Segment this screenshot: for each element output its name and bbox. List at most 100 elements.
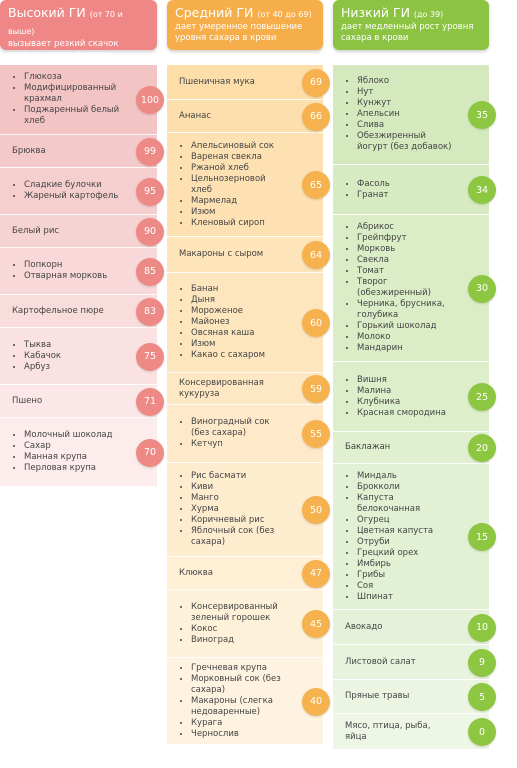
row-label: Макароны с сыром — [179, 249, 264, 259]
item: Молоко — [357, 332, 453, 343]
item: Мармелад — [191, 196, 287, 207]
item: Какао с сахаром — [191, 350, 265, 361]
item: Майонез — [191, 317, 265, 328]
item: Арбуз — [24, 362, 61, 373]
item: Жареный картофель — [24, 191, 118, 202]
item: Огурец — [357, 515, 453, 526]
row: БананДыняМороженоеМайонезОвсяная кашаИзю… — [167, 273, 323, 373]
item-list: ФасольГранат — [333, 179, 426, 201]
header-line: Средний ГИ (от 40 до 69) — [175, 5, 315, 22]
item: Грецкий орех — [357, 548, 453, 559]
item: Морковь — [357, 244, 453, 255]
gi-badge: 9 — [468, 648, 496, 677]
header-title: Высокий ГИ — [8, 5, 86, 20]
item: Яблочный сок (без сахара) — [191, 526, 287, 548]
row: ПопкорнОтварная морковь — [0, 248, 157, 295]
item-list: ГлюкозаМодифицированный крахмалПоджаренн… — [0, 72, 157, 127]
gi-badge: 25 — [468, 383, 496, 411]
item: Кунжут — [357, 98, 453, 109]
gi-badge: 85 — [136, 257, 164, 286]
header-line: Низкий ГИ (до 39) — [341, 5, 481, 22]
item: Апельсиновый сок — [191, 141, 287, 152]
row: Ананас — [167, 100, 323, 133]
item: Отруби — [357, 537, 453, 548]
gi-badge: 35 — [468, 101, 496, 129]
gi-badge: 64 — [302, 241, 330, 269]
item: Молочный шоколад — [24, 430, 113, 441]
item: Отварная морковь — [24, 271, 107, 282]
item: Клубника — [357, 397, 446, 408]
item-list: МиндальБрокколиКапуста белокочаннаяОгуре… — [333, 471, 489, 603]
row-label: Клюква — [179, 567, 213, 578]
item: Банан — [191, 284, 265, 295]
item: Грибы — [357, 570, 453, 581]
item-list: Виноградный сок (без сахара)Кетчуп — [167, 417, 323, 450]
item: Апельсин — [357, 109, 453, 120]
gi-badge: 34 — [468, 176, 496, 204]
item: Кленовый сироп — [191, 218, 287, 229]
item: Виноград — [191, 635, 287, 646]
item: Соя — [357, 581, 453, 592]
row-label: Авокадо — [345, 621, 383, 632]
item-list: Молочный шоколадСахарМанная крупаПерлова… — [0, 430, 149, 474]
item: Модифицированный крахмал — [24, 83, 121, 105]
row: Макароны с сыром — [167, 237, 323, 273]
column-header: Средний ГИ (от 40 до 69) дает умеренное п… — [167, 0, 323, 50]
item: Миндаль — [357, 471, 453, 482]
row: МиндальБрокколиКапуста белокочаннаяОгуре… — [333, 464, 489, 610]
item: Обезжиренный йогурт (без добавок) — [357, 131, 453, 153]
item-list: Рис басматиКивиМангоХурмаКоричневый рисЯ… — [167, 471, 323, 548]
header-line: Высокий ГИ (от 70 и выше) — [8, 5, 149, 39]
gi-badge: 15 — [468, 523, 496, 551]
item: Горький шоколад — [357, 321, 453, 332]
row: Консервированная кукуруза — [167, 373, 323, 405]
header-subtitle: дает медленный рост уровня сахара в кров… — [341, 22, 474, 43]
row-label: Ананас — [179, 110, 212, 121]
item: Мороженое — [191, 306, 265, 317]
row: Баклажан — [333, 432, 489, 464]
item: Брокколи — [357, 482, 453, 493]
gi-badge: 47 — [302, 559, 330, 588]
row: Рис басматиКивиМангоХурмаКоричневый рисЯ… — [167, 463, 323, 557]
row-label: Пряные травы — [345, 691, 410, 701]
item: Фасоль — [357, 179, 390, 190]
row-label: Консервированная кукуруза — [179, 377, 264, 399]
column: Высокий ГИ (от 70 и выше) вызывает резкий… — [0, 0, 177, 768]
row: Мясо, птица, рыба, яйца — [333, 714, 489, 750]
row: Листовой салат — [333, 645, 489, 680]
row: Виноградный сок (без сахара)Кетчуп — [167, 405, 323, 463]
row-label: Баклажан — [345, 442, 391, 452]
row: ГлюкозаМодифицированный крахмалПоджаренн… — [0, 65, 157, 135]
item: Свекла — [357, 255, 453, 266]
item: Манго — [191, 493, 287, 504]
row: ТыкваКабачокАрбуз — [0, 328, 157, 385]
column: Низкий ГИ (до 39) дает медленный рост уро… — [333, 0, 509, 768]
gi-badge: 83 — [136, 297, 164, 326]
row-label: Мясо, птица, рыба, яйца — [345, 720, 431, 742]
item: Гранат — [357, 190, 390, 201]
item: Мандарин — [357, 343, 453, 354]
item: Поджаренный белый хлеб — [24, 105, 121, 127]
item: Изюм — [191, 339, 265, 350]
item-list: ЯблокоНутКунжутАпельсинСливаОбезжиренный… — [333, 76, 489, 153]
item: Черника, брусника, голубика — [357, 299, 453, 321]
header-title: Средний ГИ — [175, 5, 254, 20]
item: Гречневая крупа — [191, 663, 287, 674]
item: Абрикос — [357, 222, 453, 233]
gi-badge: 60 — [302, 309, 330, 337]
item: Кокос — [191, 624, 287, 635]
row: АбрикосГрейпфрутМорковьСвеклаТоматТворог… — [333, 215, 489, 362]
header-range: (от 70 и выше) — [8, 10, 123, 36]
row: Пряные травы — [333, 680, 489, 714]
gi-badge: 50 — [302, 496, 330, 524]
gi-badge: 20 — [468, 434, 496, 462]
item: Сладкие булочки — [24, 180, 118, 191]
item-list: АбрикосГрейпфрутМорковьСвеклаТоматТворог… — [333, 222, 489, 354]
item: Попкорн — [24, 260, 107, 271]
gi-badge: 10 — [468, 613, 496, 642]
row: ФасольГранат — [333, 165, 489, 215]
item: Яблоко — [357, 76, 453, 87]
row: Белый рис — [0, 215, 157, 248]
gi-badge: 99 — [136, 137, 164, 166]
item: Грейпфрут — [357, 233, 453, 244]
